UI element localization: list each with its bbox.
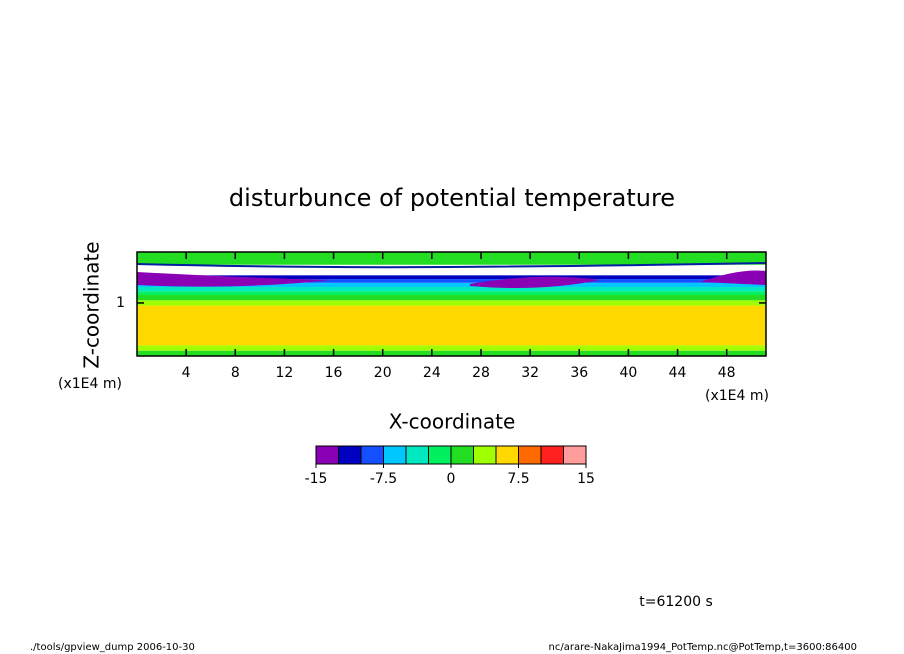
colorbar-box — [315, 445, 339, 465]
x-tick-label: 20 — [374, 365, 392, 381]
colorbar-box — [563, 445, 587, 465]
field-band — [137, 252, 766, 265]
x-tick-label: 32 — [521, 365, 539, 381]
x-tick-label: 16 — [325, 365, 343, 381]
cold-patch — [470, 276, 600, 288]
footer-left: ./tools/gpview_dump 2006-10-30 — [30, 642, 195, 653]
colorbar-tick-label: 15 — [577, 471, 595, 487]
colorbar-tick-label: 7.5 — [507, 471, 529, 487]
y-tick-label: 1 — [116, 295, 125, 311]
x-tick-label: 8 — [231, 365, 240, 381]
colorbar-tick-label: -15 — [305, 471, 328, 487]
x-tick-label: 48 — [718, 365, 736, 381]
x-unit: (x1E4 m) — [705, 388, 769, 404]
x-tick-label: 4 — [182, 365, 191, 381]
x-tick-label: 44 — [669, 365, 687, 381]
time-label: t=61200 s — [639, 594, 713, 610]
chart-title: disturbunce of potential temperature — [229, 184, 675, 212]
colorbar-tick-label: -7.5 — [370, 471, 397, 487]
x-tick-label: 24 — [423, 365, 441, 381]
x-tick-label: 28 — [472, 365, 490, 381]
field-band — [137, 345, 766, 351]
y-axis-label: Z-coordinate — [80, 241, 104, 368]
field-band — [137, 282, 766, 288]
footer-right: nc/arare-NakaJima1994_PotTemp.nc@PotTemp… — [549, 642, 857, 653]
field-band — [137, 305, 766, 346]
colorbar-box — [338, 445, 362, 465]
x-tick-label: 12 — [276, 365, 294, 381]
x-tick-label: 40 — [619, 365, 637, 381]
colorbar-box — [540, 445, 564, 465]
field-band — [137, 291, 766, 295]
field-band — [137, 350, 766, 356]
colorbar-box — [495, 445, 519, 465]
y-unit: (x1E4 m) — [58, 376, 122, 392]
contour-line — [136, 262, 767, 269]
colorbar-box — [383, 445, 407, 465]
colorbar-tick-label: 0 — [447, 471, 456, 487]
x-tick-label: 36 — [570, 365, 588, 381]
colorbar-box — [473, 445, 497, 465]
colorbar-box — [428, 445, 452, 465]
cold-patch — [137, 272, 330, 287]
colorbar-box — [360, 445, 384, 465]
field-band — [137, 275, 766, 280]
field-band — [137, 279, 766, 283]
field-band — [137, 300, 766, 306]
x-axis-label: X-coordinate — [389, 410, 516, 434]
colorbar-box — [450, 445, 474, 465]
cold-patch — [700, 270, 766, 285]
colorbar-box — [405, 445, 429, 465]
field-band — [137, 287, 766, 292]
field-band — [137, 294, 766, 301]
colorbar-box — [518, 445, 542, 465]
plot-frame — [136, 251, 767, 357]
